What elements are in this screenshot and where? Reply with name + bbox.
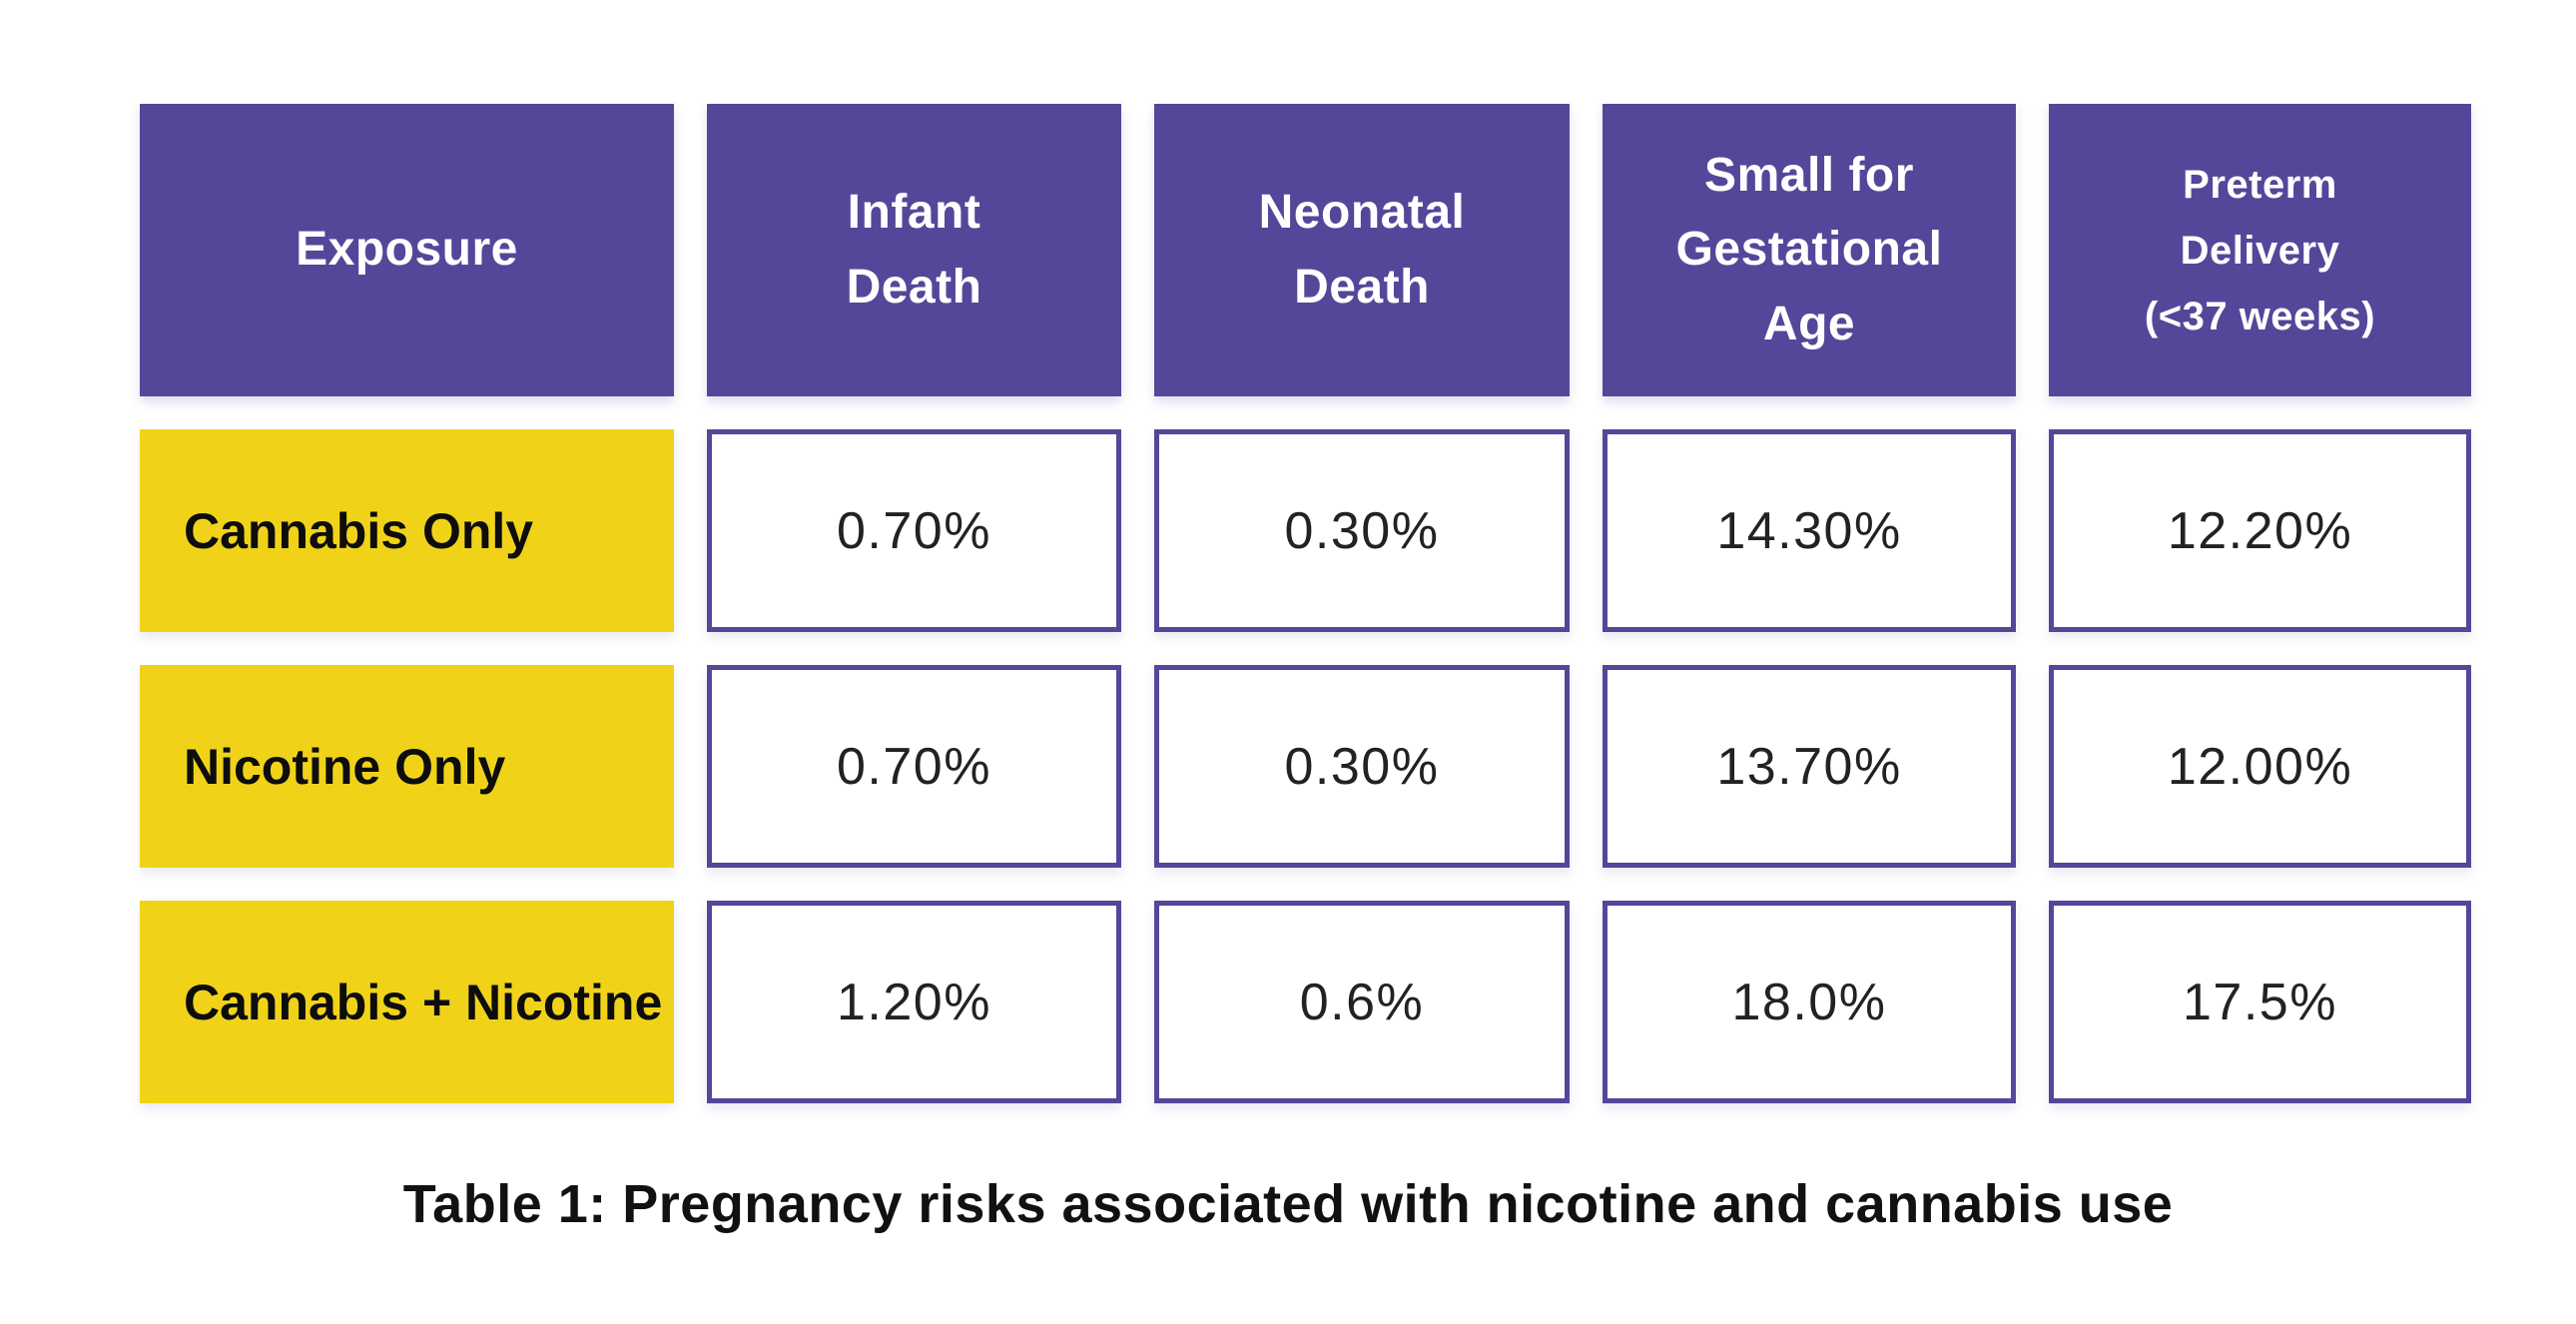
cell-cannabis-only-preterm-delivery: 12.20% [2049, 429, 2471, 632]
row-label-cannabis-only: Cannabis Only [140, 429, 674, 632]
row-label-cannabis-plus-nicotine: Cannabis + Nicotine [140, 901, 674, 1103]
row-label-nicotine-only: Nicotine Only [140, 665, 674, 868]
column-header-neonatal-death: Neonatal Death [1154, 104, 1570, 396]
column-header-small-for-gestational-age: Small for Gestational Age [1603, 104, 2016, 396]
column-header-preterm-delivery: Preterm Delivery (<37 weeks) [2049, 104, 2471, 396]
cell-cannabis-plus-nicotine-small-for-gestational-age: 18.0% [1603, 901, 2016, 1103]
table-caption: Table 1: Pregnancy risks associated with… [402, 1174, 2174, 1234]
cell-cannabis-only-neonatal-death: 0.30% [1154, 429, 1570, 632]
cell-cannabis-plus-nicotine-preterm-delivery: 17.5% [2049, 901, 2471, 1103]
cell-cannabis-plus-nicotine-infant-death: 1.20% [707, 901, 1121, 1103]
cell-cannabis-only-small-for-gestational-age: 14.30% [1603, 429, 2016, 632]
cell-nicotine-only-preterm-delivery: 12.00% [2049, 665, 2471, 868]
cell-nicotine-only-small-for-gestational-age: 13.70% [1603, 665, 2016, 868]
column-header-exposure: Exposure [140, 104, 674, 396]
cell-nicotine-only-neonatal-death: 0.30% [1154, 665, 1570, 868]
cell-cannabis-plus-nicotine-neonatal-death: 0.6% [1154, 901, 1570, 1103]
cell-cannabis-only-infant-death: 0.70% [707, 429, 1121, 632]
column-header-infant-death: Infant Death [707, 104, 1121, 396]
pregnancy-risks-table: Exposure Infant Death Neonatal Death Sma… [140, 104, 2471, 1103]
cell-nicotine-only-infant-death: 0.70% [707, 665, 1121, 868]
